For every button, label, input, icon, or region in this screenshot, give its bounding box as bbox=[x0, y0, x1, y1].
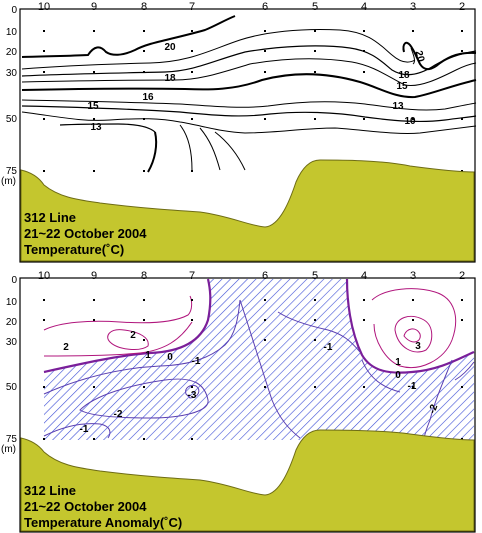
top-sample-points bbox=[43, 30, 463, 172]
top-station-label: 5 bbox=[312, 1, 318, 13]
zero-contour-right bbox=[345, 278, 475, 374]
bottom-contour-label: 2 bbox=[63, 342, 69, 353]
bottom-station-label: 3 bbox=[410, 270, 416, 282]
top-contour-label: 13 bbox=[90, 122, 102, 133]
top-info-line1: 312 Line bbox=[24, 210, 76, 225]
top-contour-label: 18 bbox=[398, 70, 410, 81]
top-depth-label: 30 bbox=[6, 68, 18, 79]
bottom-station-label: 10 bbox=[38, 270, 50, 282]
bottom-contour-label: 2 bbox=[130, 330, 136, 341]
anomaly-panel: 10 9 8 7 6 5 4 3 2 0 10 20 30 50 75 (m) bbox=[1, 270, 476, 533]
bottom-station-label: 2 bbox=[459, 270, 465, 282]
positive-anomaly-contours bbox=[43, 288, 457, 368]
top-depth-label: 0 bbox=[11, 5, 17, 16]
top-station-label: 4 bbox=[361, 1, 367, 13]
bottom-contour-label: -2 bbox=[114, 409, 123, 420]
bottom-depth-label: 10 bbox=[6, 297, 18, 308]
top-info-line2: 21~22 October 2004 bbox=[24, 226, 147, 241]
top-contour-label: 20 bbox=[413, 50, 427, 64]
top-depth-label: 20 bbox=[6, 47, 18, 58]
top-station-label: 2 bbox=[459, 1, 465, 13]
bottom-contour-label: -1 bbox=[192, 356, 201, 367]
bottom-contour-label: 1 bbox=[145, 350, 151, 361]
bottom-station-label: 4 bbox=[361, 270, 367, 282]
top-station-label: 3 bbox=[410, 1, 416, 13]
top-contour-label: 20 bbox=[164, 42, 176, 53]
bottom-station-label: 6 bbox=[262, 270, 268, 282]
top-station-label: 7 bbox=[189, 1, 195, 13]
top-depth-label: 10 bbox=[6, 27, 18, 38]
bottom-depth-label: 20 bbox=[6, 317, 18, 328]
bottom-contour-label: -3 bbox=[188, 390, 197, 401]
top-info-line3: Temperature(˚C) bbox=[24, 242, 124, 257]
top-contour-label: 15 bbox=[396, 81, 408, 92]
top-depth-label: 50 bbox=[6, 114, 18, 125]
bottom-seabed bbox=[20, 429, 475, 532]
bottom-contour-label: -1 bbox=[324, 342, 333, 353]
top-depth-label: 75 bbox=[6, 166, 18, 177]
top-station-label: 10 bbox=[38, 1, 50, 13]
top-station-label: 9 bbox=[91, 1, 97, 13]
top-contour-label: 16 bbox=[142, 92, 154, 103]
top-station-label: 6 bbox=[262, 1, 268, 13]
zero-contour-left bbox=[43, 278, 212, 374]
bottom-contour-label: 0 bbox=[167, 352, 173, 363]
bottom-depth-label: 50 bbox=[6, 382, 18, 393]
bottom-contour-label: -1 bbox=[408, 381, 417, 392]
top-contour-label: 13 bbox=[392, 101, 404, 112]
top-depth-unit: (m) bbox=[1, 176, 16, 187]
top-isotherms bbox=[21, 15, 477, 173]
bottom-info-line2: 21~22 October 2004 bbox=[24, 499, 147, 514]
bottom-sample-points bbox=[43, 299, 463, 440]
bottom-contour-label: -2 bbox=[427, 403, 441, 416]
bottom-contour-label: 0 bbox=[395, 370, 401, 381]
bottom-contour-label: 3 bbox=[415, 341, 421, 352]
bottom-station-label: 9 bbox=[91, 270, 97, 282]
top-contour-label: 10 bbox=[404, 116, 416, 127]
bottom-contour-label: 1 bbox=[395, 357, 401, 368]
bottom-info-line3: Temperature Anomaly(˚C) bbox=[24, 515, 182, 530]
top-seabed bbox=[20, 159, 475, 262]
temperature-panel: 10 9 8 7 6 5 4 3 2 0 10 20 30 50 75 (m) bbox=[1, 1, 477, 263]
bottom-depth-label: 75 bbox=[6, 434, 18, 445]
isotherm-20-left bbox=[21, 15, 236, 58]
bottom-station-label: 7 bbox=[189, 270, 195, 282]
top-contour-label: 18 bbox=[164, 73, 176, 84]
top-contour-label: 15 bbox=[87, 101, 99, 112]
bottom-contour-label: -1 bbox=[80, 424, 89, 435]
bottom-depth-unit: (m) bbox=[1, 444, 16, 455]
bottom-depth-label: 30 bbox=[6, 337, 18, 348]
bottom-info-line1: 312 Line bbox=[24, 483, 76, 498]
bottom-station-label: 5 bbox=[312, 270, 318, 282]
top-station-label: 8 bbox=[141, 1, 147, 13]
bottom-depth-label: 0 bbox=[11, 275, 17, 286]
bottom-station-label: 8 bbox=[141, 270, 147, 282]
